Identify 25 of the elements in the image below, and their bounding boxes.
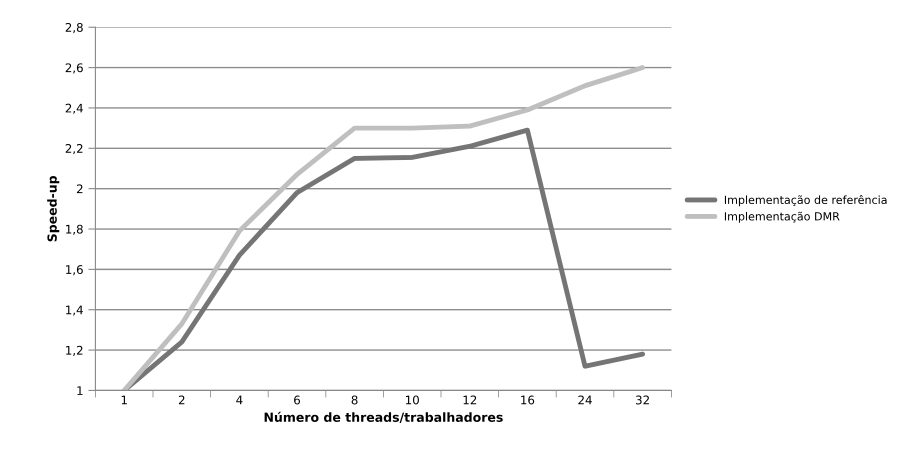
x-tick-label: 12 bbox=[464, 396, 476, 404]
x-tick-label: 4 bbox=[236, 396, 242, 404]
legend-label: Implementação de referência bbox=[724, 194, 887, 206]
y-tick-label: 2,6 bbox=[66, 63, 83, 74]
x-axis-title: Número de threads/trabalhadores bbox=[264, 412, 503, 423]
line-series bbox=[122, 65, 646, 390]
x-tick-label: 8 bbox=[352, 396, 358, 404]
x-tick-label: 1 bbox=[122, 396, 127, 404]
y-tick-label: 2 bbox=[76, 184, 82, 194]
y-tick-label: 1,6 bbox=[66, 265, 83, 276]
y-tick-label: 2,8 bbox=[66, 22, 83, 34]
x-tick-label: 16 bbox=[521, 396, 534, 404]
y-tick-label: 1 bbox=[77, 386, 83, 395]
y-tick-label: 2,4 bbox=[66, 104, 83, 114]
legend-label: Implementação DMR bbox=[724, 212, 840, 223]
y-tick-label: 2,2 bbox=[66, 144, 82, 154]
x-tick-label: 6 bbox=[294, 396, 300, 404]
y-tick-label: 1,2 bbox=[66, 346, 82, 356]
x-tick-label: 2 bbox=[178, 396, 184, 404]
x-tick-label: 10 bbox=[406, 396, 419, 404]
x-tick-label: 24 bbox=[578, 396, 592, 404]
x-tick-label: 32 bbox=[636, 396, 649, 404]
y-tick-label: 1,8 bbox=[66, 224, 83, 235]
y-axis-title: Speed-up bbox=[47, 176, 60, 242]
y-tick-label: 1,4 bbox=[66, 306, 83, 316]
